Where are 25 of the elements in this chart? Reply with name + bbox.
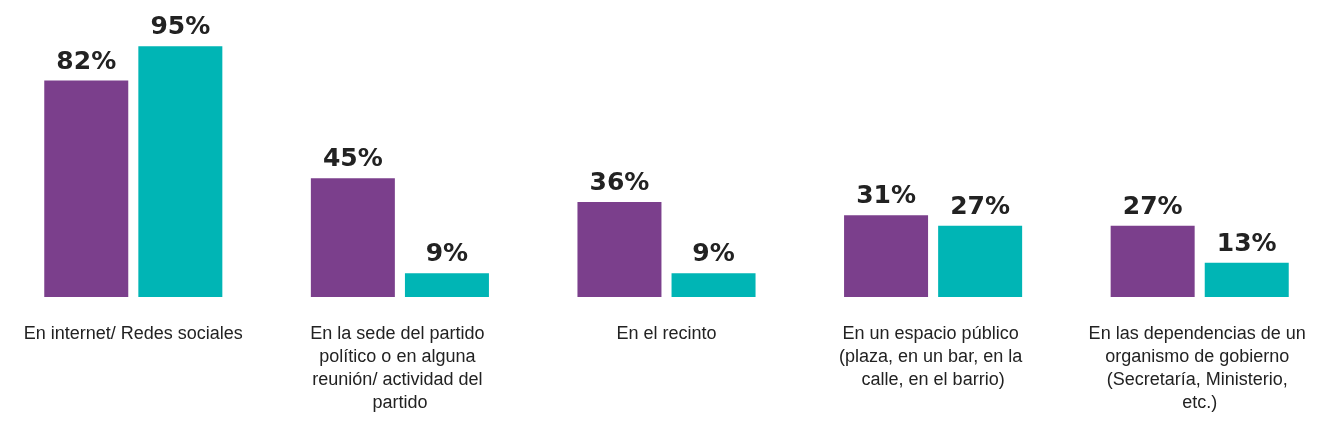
data-label: 95% [150,11,211,41]
data-label: 27% [1122,190,1183,220]
x-tick-label: En las dependencias de un organismo de gobierno (Secretaría, Ministerio, etc.) [1088,322,1311,412]
bar [938,225,1023,297]
x-tick-label: En la sede del partido político o en alguna reunión/ actividad del partido [310,322,490,412]
bar [1204,262,1289,297]
x-tick-label: En internet/ Redes sociales [23,322,243,343]
data-label: 27% [950,190,1011,220]
data-label: 13% [1216,227,1277,257]
data-label: 82% [56,45,117,75]
bar [310,178,395,297]
bar [577,201,662,297]
bar [844,215,929,297]
bar [44,80,129,297]
data-label: 9% [692,238,735,268]
bar [138,46,223,297]
x-tick-label: En el recinto [616,322,717,343]
data-label: 9% [425,238,469,268]
data-label: 36% [589,166,650,196]
x-tick-label: En un espacio público (plaza, en un bar, en la calle, en el barrio) [839,322,1028,389]
bar [671,273,756,297]
data-label: 45% [322,143,383,173]
data-label: 31% [856,180,916,210]
bar [1110,225,1195,297]
bar [404,273,489,297]
